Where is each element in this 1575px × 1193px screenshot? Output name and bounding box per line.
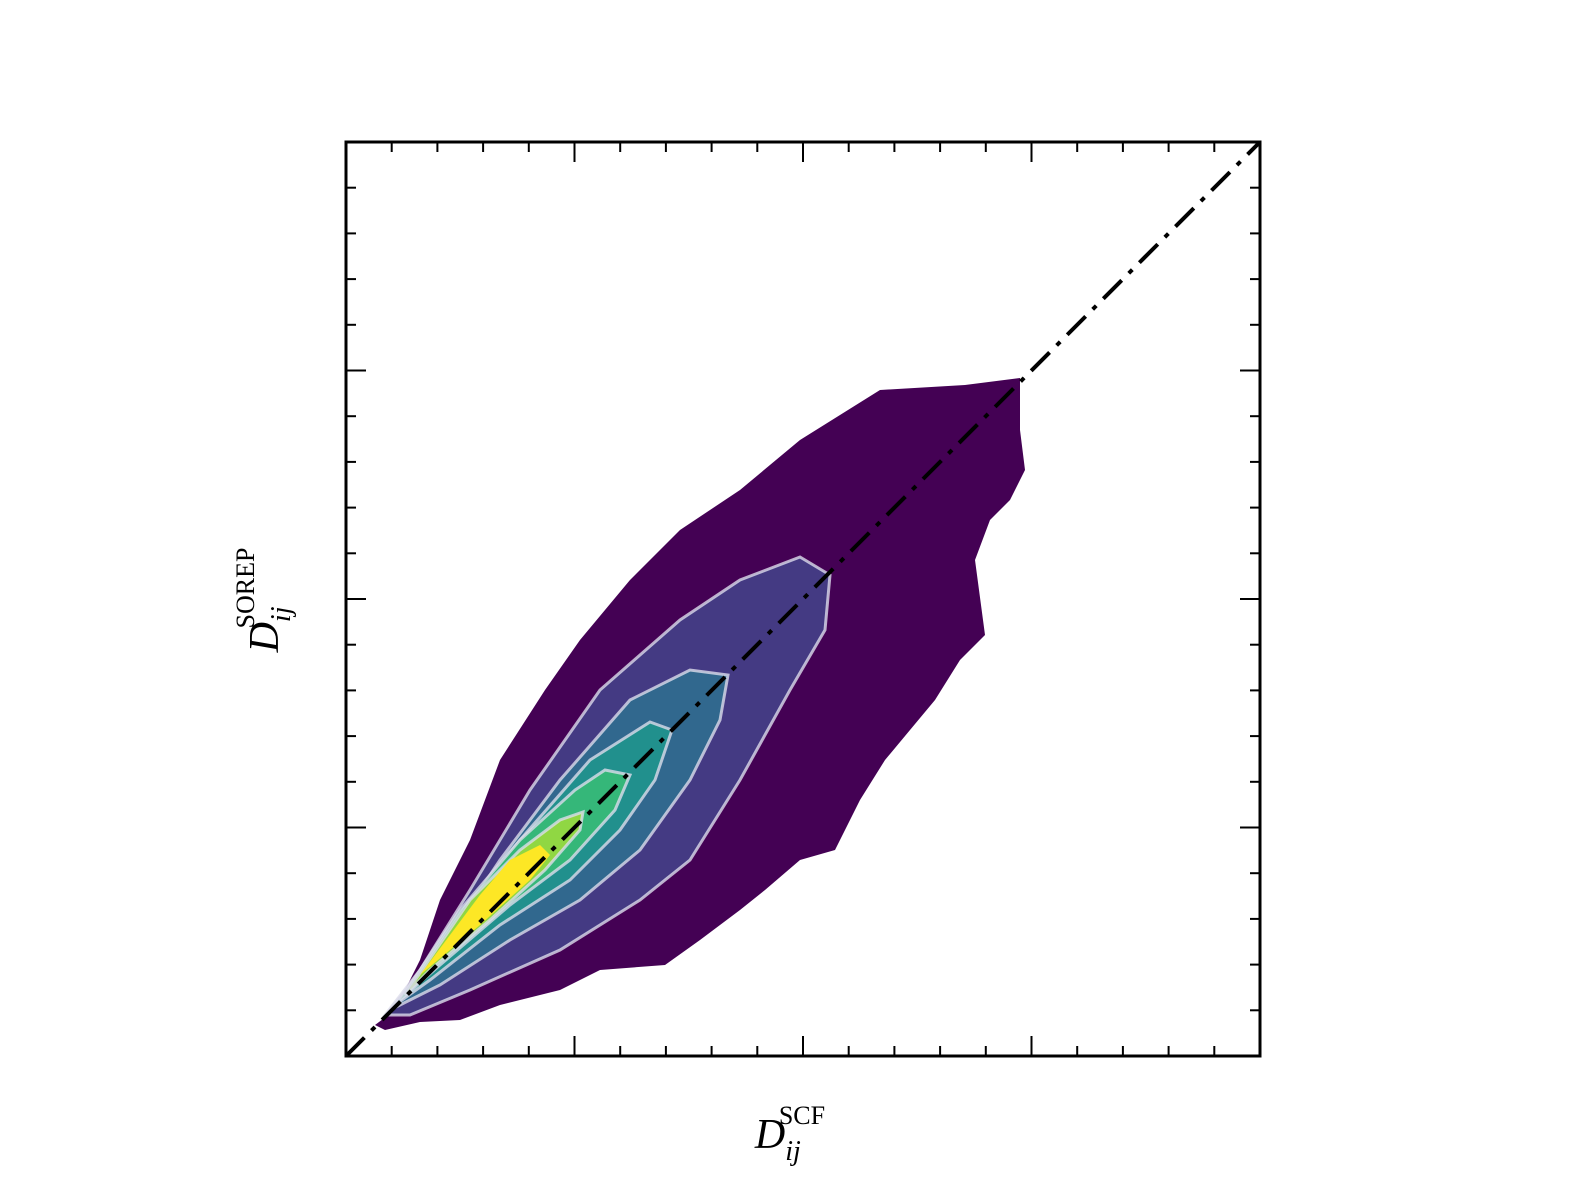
- x-axis-label: DijSCF: [754, 1101, 825, 1167]
- y-axis-label: DijSOREP: [231, 548, 297, 654]
- plot-frame: [344, 140, 1262, 1058]
- contour-level: [420, 845, 550, 975]
- ticks: [346, 142, 1260, 1056]
- identity-line: [344, 140, 1262, 1058]
